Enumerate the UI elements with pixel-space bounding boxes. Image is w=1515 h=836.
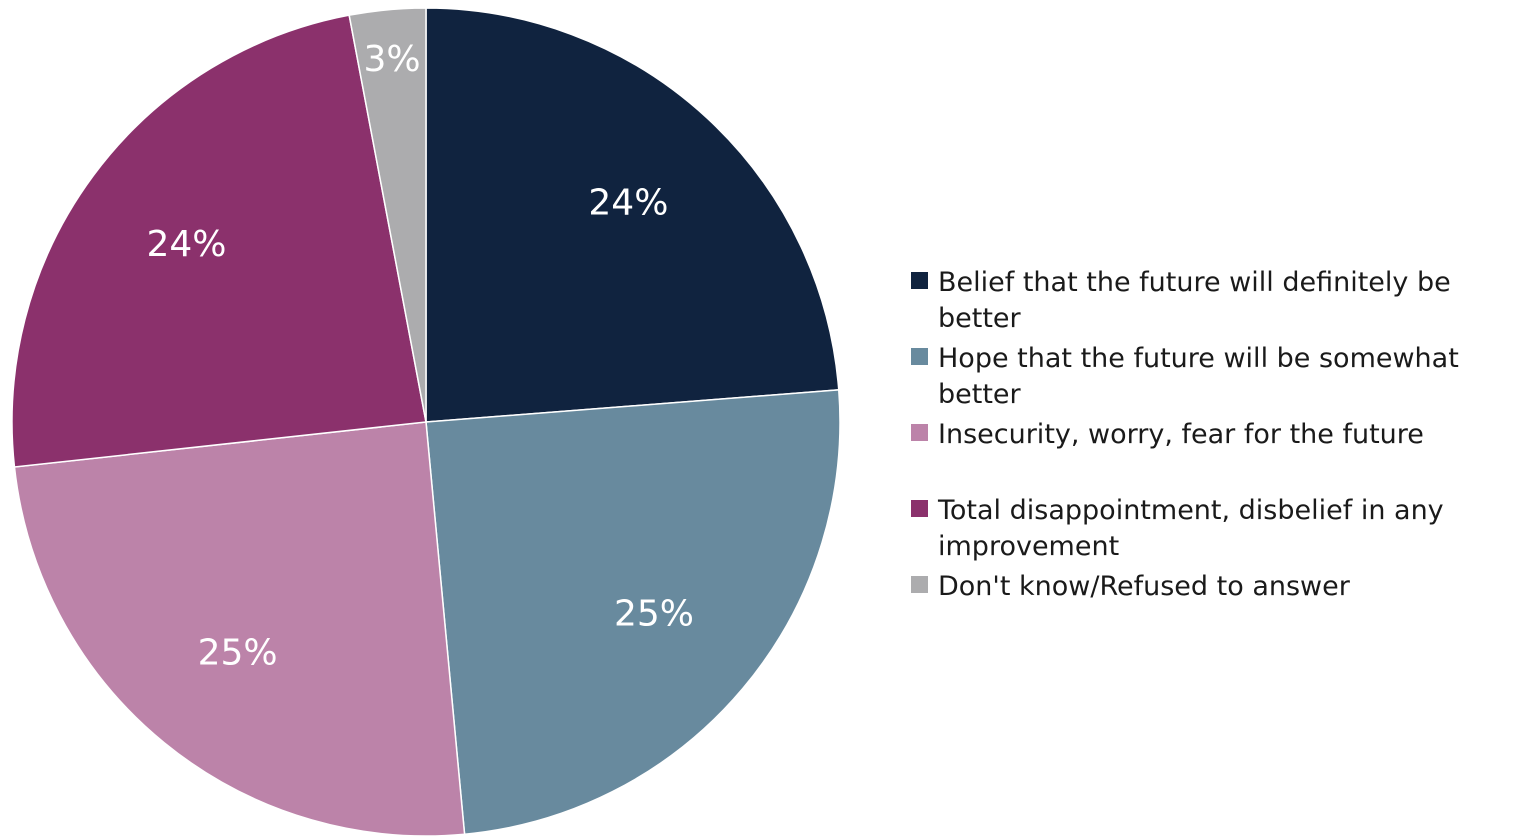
legend-label: Belief that the future will definitely b… [938,267,1451,298]
pie-slice [425,7,840,423]
legend-label: Insecurity, worry, fear for the future [938,419,1424,450]
pie-slice [425,389,841,836]
legend-swatch [911,576,928,593]
legend-swatch [911,424,928,441]
legend-swatch [911,500,928,517]
legend-swatch [911,348,928,365]
legend-label: Hope that the future will be somewhat [938,343,1459,374]
slice-data-label: 25% [614,594,694,635]
pie-slices [11,7,841,836]
legend-label: better [938,379,1022,410]
slice-data-label: 3% [364,39,421,80]
pie-slice [11,14,427,468]
legend-swatch [911,272,928,289]
legend-label: better [938,303,1022,334]
slice-data-label: 25% [198,633,278,674]
pie-slice-labels: 24% 25% 25% 24% 3% [146,39,694,674]
legend-label: Don't know/Refused to answer [938,571,1351,602]
slice-data-label: 24% [146,224,226,265]
slice-data-label: 24% [588,183,668,224]
pie-slice [348,7,427,423]
legend-label: improvement [938,531,1119,562]
legend: Belief that the future will definitely b… [911,267,1459,602]
pie-slice [13,421,466,836]
legend-label: Total disappointment, disbelief in any [937,495,1444,526]
